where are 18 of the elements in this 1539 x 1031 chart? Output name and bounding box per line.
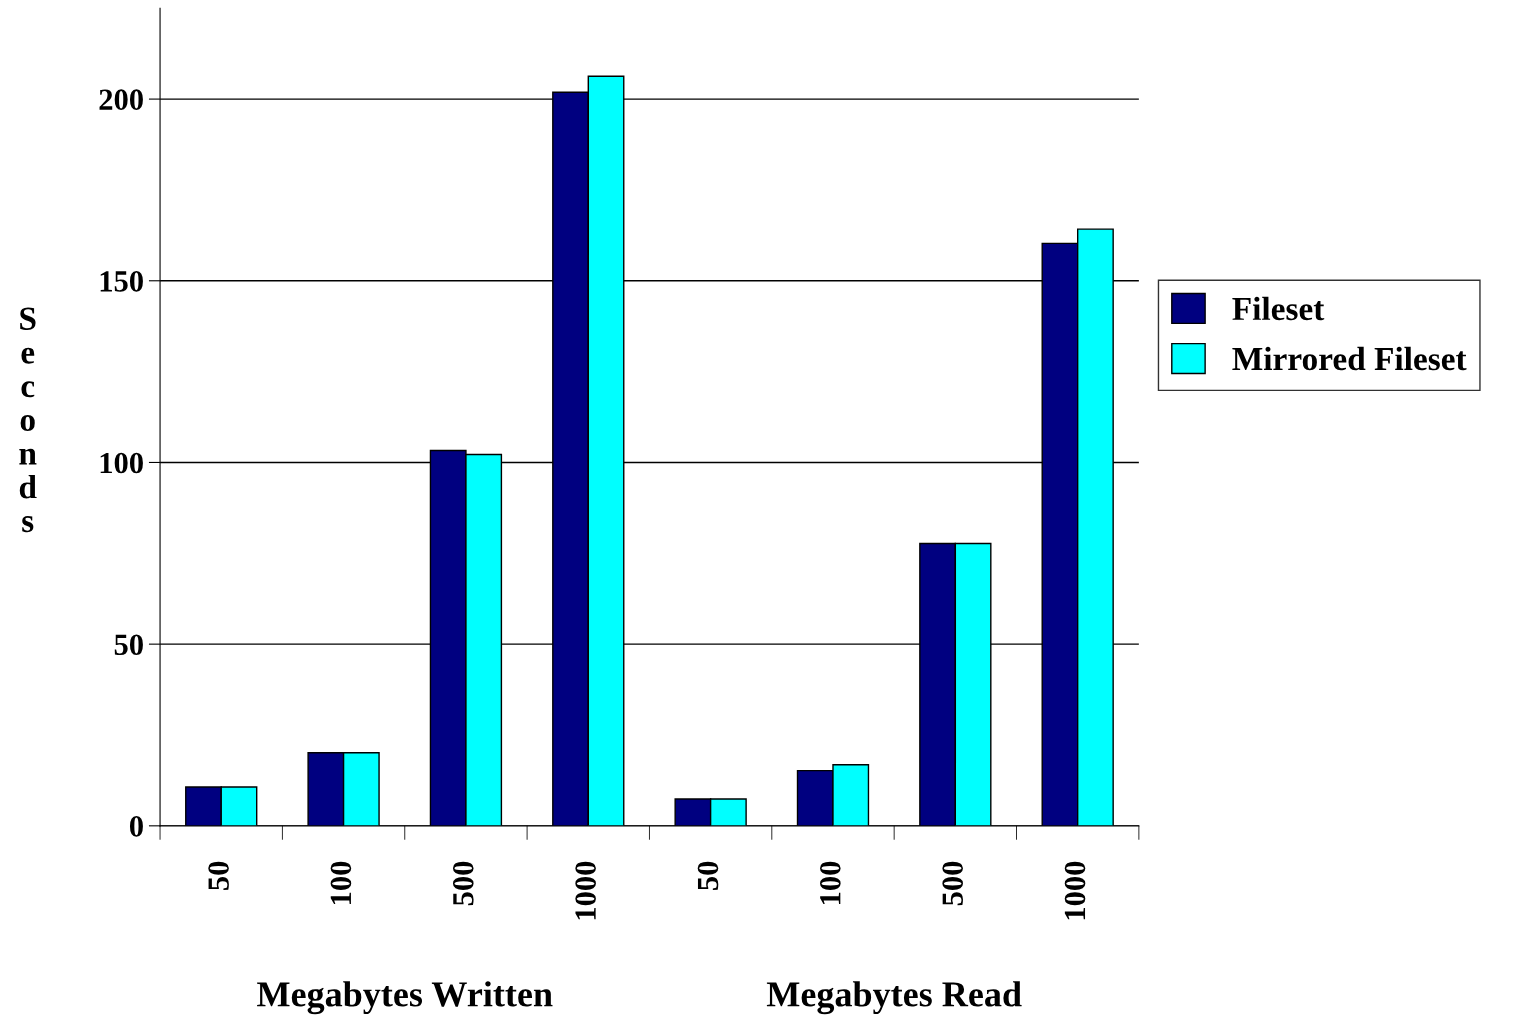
x-tick-label: 100	[330, 861, 352, 904]
y-tick-label: 100	[100, 452, 143, 474]
text: Megabytes Read	[766, 981, 1022, 1015]
x-tick-label: 100	[820, 861, 841, 904]
y-axis-title: Seconds	[19, 307, 37, 533]
text: Megabytes Written	[257, 981, 553, 1015]
legend-label: Fileset	[1232, 296, 1325, 321]
y-tick-label: 200	[99, 89, 143, 110]
x-tick-label: 50	[697, 861, 719, 890]
legend-label: Mirrored Fileset	[1232, 346, 1467, 371]
x-tick-label: 500	[942, 861, 963, 906]
x-tick-label: 500	[452, 861, 474, 906]
x-tick-label: 1000	[575, 861, 596, 920]
y-tick-label: 150	[100, 271, 143, 292]
y-tick-label: 0	[129, 816, 143, 837]
x-tick-label: 50	[208, 861, 229, 890]
y-tick-label: 50	[114, 634, 143, 656]
x-tick-label: 1000	[1064, 861, 1086, 920]
